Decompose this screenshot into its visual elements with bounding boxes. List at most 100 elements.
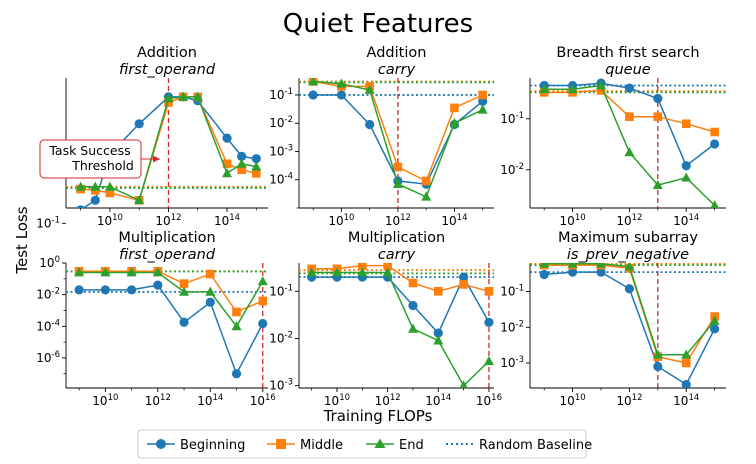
data-point-beginning xyxy=(222,133,232,143)
y-tick-label: 10-2 xyxy=(269,115,293,130)
data-point-middle xyxy=(222,159,232,169)
x-tick-label: 1014 xyxy=(197,393,223,408)
data-point-middle xyxy=(625,112,634,121)
x-tick-label: 1016 xyxy=(250,393,276,408)
data-point-end xyxy=(90,181,101,191)
x-tick-label: 1010 xyxy=(324,393,350,408)
annotation-arrowhead xyxy=(153,155,160,163)
data-point-end xyxy=(652,179,663,190)
data-point-middle xyxy=(459,280,468,289)
data-point-end xyxy=(336,78,347,88)
x-tick-label: 1012 xyxy=(616,393,642,408)
data-point-beginning xyxy=(365,119,375,130)
data-point-beginning xyxy=(90,195,100,205)
plot-area xyxy=(66,78,268,208)
data-point-end xyxy=(178,91,189,101)
panel-subtitle: first_operand xyxy=(119,62,216,78)
panel-title: Maximum subarray xyxy=(558,230,698,246)
y-tick-label: 10-6 xyxy=(36,350,60,365)
data-point-end xyxy=(407,323,418,333)
y-tick-label: 10-1 xyxy=(36,215,60,230)
y-tick-label: 10-1 xyxy=(269,283,293,298)
data-point-beginning xyxy=(258,318,268,329)
data-point-beginning xyxy=(653,93,663,104)
data-point-beginning xyxy=(251,154,261,164)
y-tick-label: 10-3 xyxy=(269,378,293,393)
data-point-end xyxy=(231,321,242,331)
plot-area xyxy=(530,263,726,388)
data-point-beginning xyxy=(710,324,720,334)
series-line-end xyxy=(79,271,264,328)
data-point-beginning xyxy=(76,205,85,208)
legend-label-random-baseline: Random Baseline xyxy=(479,438,592,453)
data-point-beginning xyxy=(681,161,691,171)
data-point-middle xyxy=(681,358,691,368)
panel-subtitle: carry xyxy=(378,247,416,263)
data-point-middle xyxy=(596,86,606,95)
plot-area xyxy=(66,263,268,388)
data-point-beginning xyxy=(568,267,578,277)
y-tick-label: 10-1 xyxy=(500,111,524,126)
data-point-middle xyxy=(421,176,431,186)
data-point-beginning xyxy=(126,285,137,295)
data-point-end xyxy=(433,335,444,345)
data-point-end xyxy=(308,78,319,86)
annotation-line-2: Threshold xyxy=(71,158,134,173)
data-point-beginning xyxy=(653,361,663,372)
data-point-middle xyxy=(105,188,115,198)
y-tick-label: 10-3 xyxy=(269,143,293,158)
data-point-end xyxy=(567,84,578,94)
y-tick-label: 10-2 xyxy=(36,287,60,302)
x-tick-label: 1012 xyxy=(155,213,181,228)
data-point-beginning xyxy=(205,297,215,307)
data-point-middle xyxy=(681,119,691,129)
panel-subtitle: is_prev_negative xyxy=(567,247,689,263)
data-point-middle xyxy=(258,296,268,306)
data-point-beginning xyxy=(624,83,635,93)
x-tick-label: 1012 xyxy=(145,393,171,408)
data-point-beginning xyxy=(179,317,189,327)
data-point-end xyxy=(364,84,375,94)
legend-item-middle: Middle xyxy=(267,438,343,453)
data-point-beginning xyxy=(624,284,635,294)
x-tick-label: 1016 xyxy=(476,393,502,408)
data-point-end xyxy=(134,195,145,205)
legend-item-end: End xyxy=(366,438,424,453)
data-point-beginning xyxy=(539,269,549,280)
panel-title: Breadth first search xyxy=(556,45,699,61)
data-point-end xyxy=(624,263,635,271)
data-point-end xyxy=(357,267,368,277)
x-tick-label: 1012 xyxy=(375,393,401,408)
data-point-end xyxy=(596,263,607,268)
panel-title: Multiplication xyxy=(118,230,215,246)
x-tick-label: 1010 xyxy=(328,213,354,228)
legend-marker-beginning xyxy=(156,439,166,449)
data-point-middle xyxy=(205,269,215,279)
data-point-end xyxy=(74,267,85,277)
x-tick-label: 1010 xyxy=(560,213,586,228)
x-tick-label: 1014 xyxy=(214,213,240,228)
data-point-end xyxy=(681,349,692,359)
data-point-middle xyxy=(450,103,459,113)
data-point-end xyxy=(222,168,233,178)
data-point-middle xyxy=(653,112,663,121)
data-point-beginning xyxy=(74,285,84,295)
data-point-end xyxy=(382,267,393,277)
data-point-beginning xyxy=(408,300,418,311)
annotation-line-1: Task Success xyxy=(48,143,130,158)
legend-label-end: End xyxy=(399,438,424,453)
x-tick-label: 1014 xyxy=(673,393,699,408)
data-point-middle xyxy=(251,169,261,178)
data-point-beginning xyxy=(459,272,469,282)
data-point-beginning xyxy=(336,90,346,100)
data-point-middle xyxy=(358,263,367,270)
data-point-end xyxy=(104,181,115,191)
y-tick-label: 10-3 xyxy=(500,355,524,370)
data-point-end xyxy=(421,191,432,201)
data-point-beginning xyxy=(231,369,242,379)
data-point-end xyxy=(652,349,663,359)
